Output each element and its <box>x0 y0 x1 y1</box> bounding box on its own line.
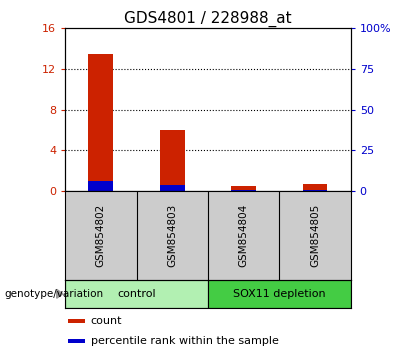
Bar <box>65 280 208 308</box>
Bar <box>160 185 185 191</box>
Bar <box>68 339 85 343</box>
Text: GSM854805: GSM854805 <box>310 204 320 267</box>
Bar <box>208 280 351 308</box>
Bar <box>302 184 328 191</box>
Text: GSM854804: GSM854804 <box>239 204 249 267</box>
Bar <box>302 189 328 191</box>
Text: percentile rank within the sample: percentile rank within the sample <box>91 336 279 346</box>
Bar <box>160 130 185 191</box>
Text: genotype/variation: genotype/variation <box>4 289 103 299</box>
Text: control: control <box>117 289 156 299</box>
Bar <box>68 319 85 323</box>
Bar <box>88 54 113 191</box>
Text: GSM854803: GSM854803 <box>167 204 177 267</box>
Bar <box>88 181 113 191</box>
Bar <box>231 189 256 191</box>
Text: count: count <box>91 316 122 326</box>
Text: GSM854802: GSM854802 <box>96 204 106 267</box>
Bar <box>231 186 256 191</box>
Title: GDS4801 / 228988_at: GDS4801 / 228988_at <box>124 11 292 27</box>
Text: SOX11 depletion: SOX11 depletion <box>233 289 326 299</box>
